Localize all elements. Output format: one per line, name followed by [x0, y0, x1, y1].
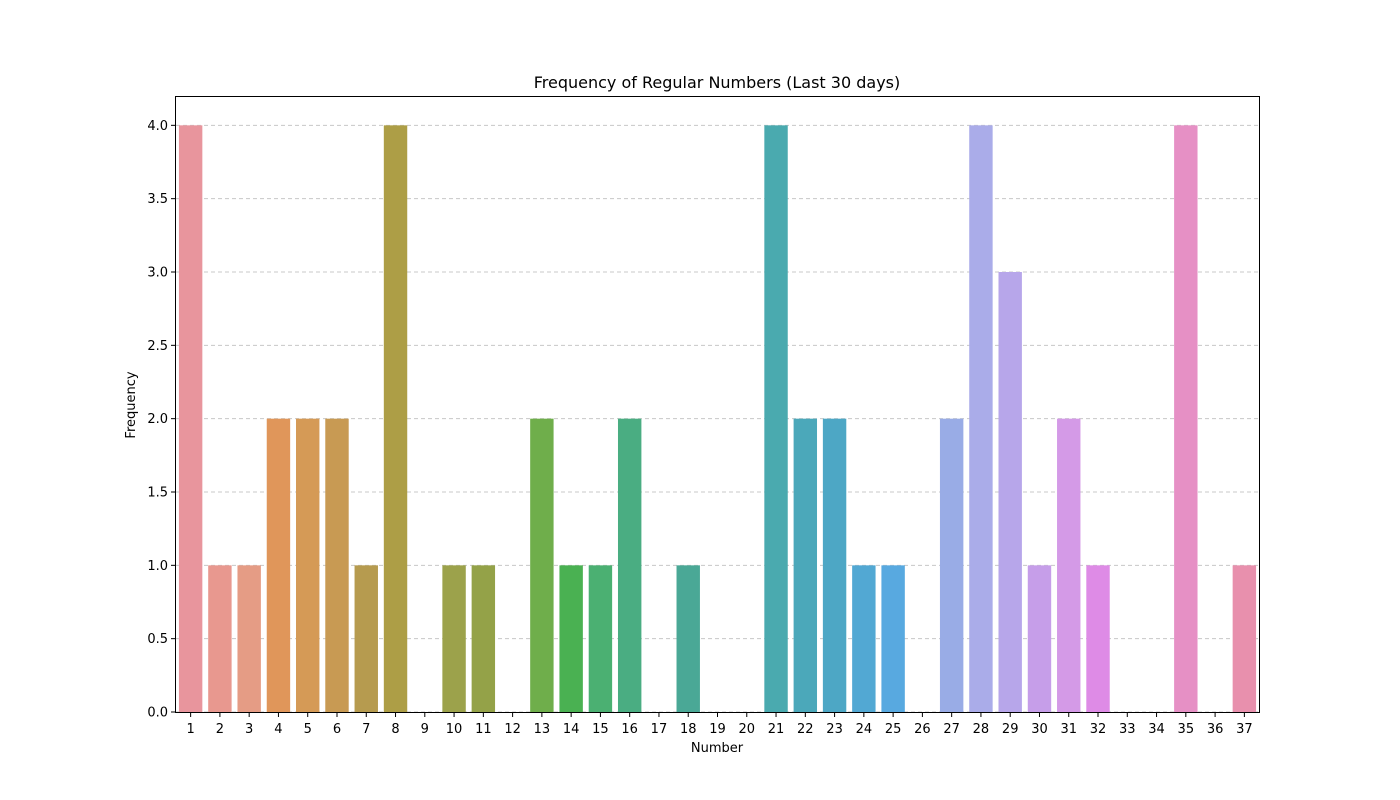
- x-tick-label: 5: [304, 722, 312, 737]
- bar-15: [588, 565, 613, 712]
- y-tick-label: 3.0: [147, 266, 168, 281]
- chart-title: Frequency of Regular Numbers (Last 30 da…: [534, 73, 901, 92]
- x-tick-label: 15: [592, 722, 609, 737]
- x-tick-label: 34: [1148, 722, 1165, 737]
- x-tick-label: 26: [914, 722, 931, 737]
- x-tick-label: 1: [186, 722, 194, 737]
- bar-8: [383, 125, 408, 713]
- bar-2: [208, 565, 232, 712]
- x-tick-label: 29: [1002, 722, 1019, 737]
- bar-29: [998, 272, 1022, 712]
- x-tick-label: 10: [446, 722, 463, 737]
- bar-21: [764, 125, 788, 713]
- bar-5: [296, 418, 320, 712]
- y-axis: 0.0 0.5 1.0 1.5 2.0 2.5 3.0 3.5 4.0: [147, 119, 176, 721]
- y-tick-label: 1.5: [147, 486, 168, 501]
- y-tick-label: 3.5: [147, 192, 168, 207]
- x-tick-label: 23: [826, 722, 843, 737]
- y-tick-label: 0.0: [147, 706, 168, 721]
- x-axis-label: Number: [691, 741, 744, 756]
- y-tick-label: 2.0: [147, 412, 168, 427]
- bar-22: [793, 418, 818, 712]
- bar-3: [237, 565, 261, 712]
- x-tick-label: 7: [362, 722, 370, 737]
- bar-24: [852, 565, 876, 712]
- x-tick-label: 9: [421, 722, 429, 737]
- x-tick-label: 31: [1060, 722, 1077, 737]
- x-tick-label: 12: [504, 722, 521, 737]
- x-tick-label: 17: [651, 722, 668, 737]
- bar-28: [969, 125, 993, 713]
- bar-10: [442, 565, 466, 712]
- x-tick-label: 3: [245, 722, 253, 737]
- x-tick-label: 13: [534, 722, 551, 737]
- bar-25: [881, 565, 905, 712]
- x-tick-label: 2: [216, 722, 224, 737]
- x-tick-label: 35: [1178, 722, 1195, 737]
- bar-13: [530, 418, 554, 712]
- bar-1: [178, 125, 203, 713]
- x-tick-label: 18: [680, 722, 697, 737]
- bar-18: [676, 565, 700, 712]
- x-tick-label: 21: [768, 722, 785, 737]
- x-tick-label: 22: [797, 722, 814, 737]
- bar-14: [559, 565, 583, 712]
- x-tick-label: 37: [1236, 722, 1253, 737]
- bar-16: [617, 418, 642, 712]
- x-tick-label: 6: [333, 722, 341, 737]
- x-tick-label: 8: [391, 722, 399, 737]
- x-tick-label: 36: [1207, 722, 1224, 737]
- y-tick-label: 0.5: [147, 632, 168, 647]
- x-tick-label: 20: [738, 722, 755, 737]
- x-tick-label: 11: [475, 722, 492, 737]
- x-tick-label: 33: [1119, 722, 1136, 737]
- x-tick-label: 14: [563, 722, 580, 737]
- bar-4: [266, 418, 291, 712]
- x-tick-label: 30: [1031, 722, 1048, 737]
- x-tick-label: 16: [621, 722, 638, 737]
- x-axis: 1 2 3 4 5 6 7 8 9 10 11 12 13 14 15 16 17 18 19 20 21 22 23 24 2…: [186, 712, 1253, 737]
- bar-35: [1174, 125, 1198, 713]
- bar-30: [1027, 565, 1052, 712]
- bar-27: [939, 418, 964, 712]
- x-tick-label: 28: [973, 722, 990, 737]
- bar-32: [1086, 565, 1110, 712]
- x-tick-label: 27: [943, 722, 960, 737]
- y-tick-label: 1.0: [147, 559, 168, 574]
- x-tick-label: 24: [856, 722, 873, 737]
- x-tick-label: 32: [1090, 722, 1107, 737]
- y-axis-label: Frequency: [124, 371, 139, 438]
- bars: [178, 125, 1257, 713]
- bar-6: [325, 418, 349, 712]
- bar-31: [1057, 418, 1081, 712]
- x-tick-label: 25: [885, 722, 902, 737]
- bar-23: [822, 418, 847, 712]
- bar-11: [471, 565, 496, 712]
- y-tick-label: 4.0: [147, 119, 168, 134]
- y-tick-label: 2.5: [147, 339, 168, 354]
- x-tick-label: 19: [709, 722, 726, 737]
- x-tick-label: 4: [274, 722, 282, 737]
- bar-37: [1232, 565, 1257, 712]
- bar-7: [354, 565, 378, 712]
